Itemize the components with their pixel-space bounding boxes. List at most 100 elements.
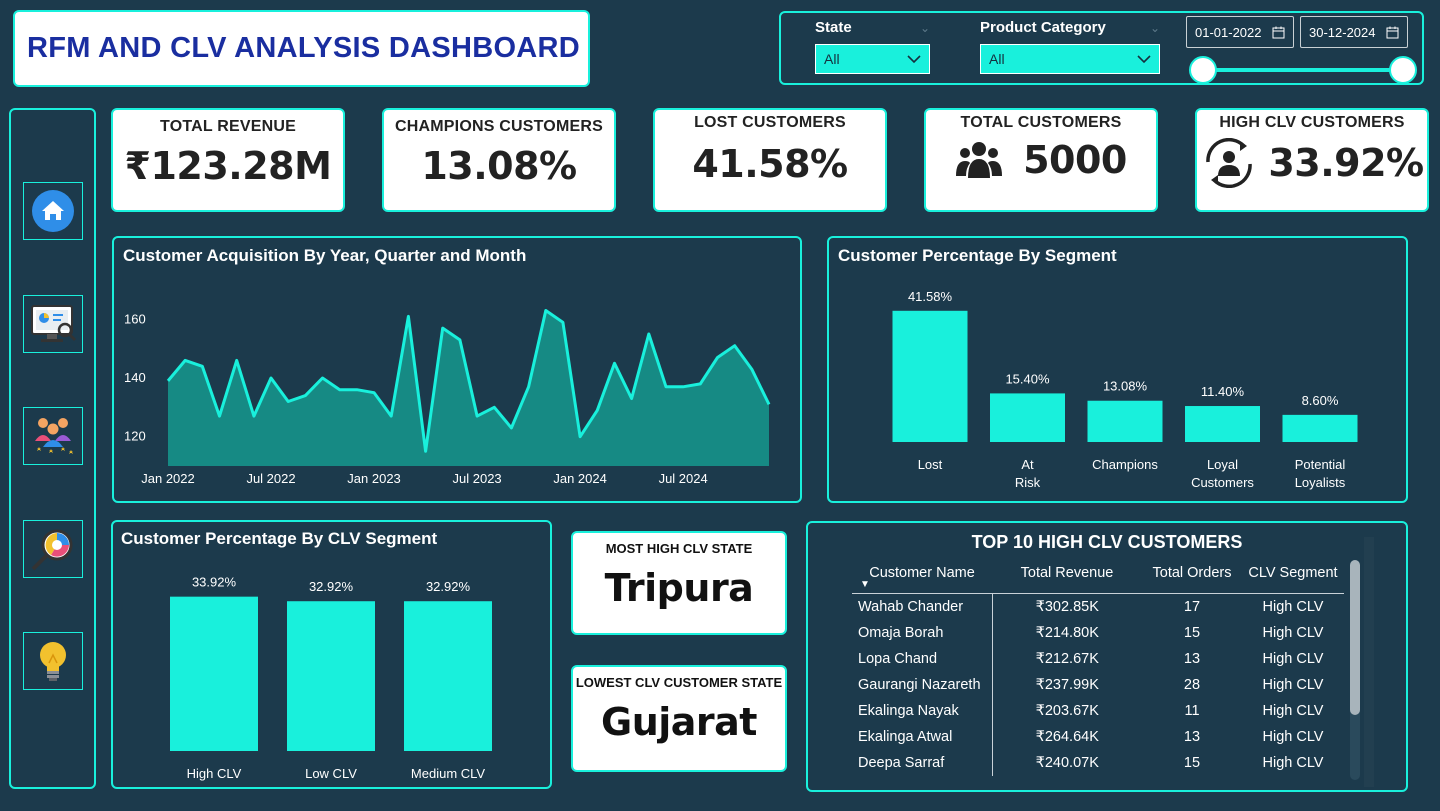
cell-customer-name: Ekalinga Atwal [852, 723, 993, 750]
cell-customer-name: Omaja Borah [852, 619, 993, 646]
bar-champions [1087, 400, 1163, 442]
kpi-high-clv-value: 33.92% [1268, 141, 1424, 185]
bar-high-clv [170, 596, 258, 751]
bar-lost [892, 310, 968, 442]
product-category-filter: Product Category ⌄ All [980, 19, 1160, 74]
bar-data-label: 41.58% [908, 289, 953, 304]
kpi-total-customers: TOTAL CUSTOMERS 5000 [924, 108, 1158, 212]
chevron-down-icon [907, 55, 921, 64]
nav-recommendations-button[interactable] [23, 632, 83, 690]
nav-home-button[interactable] [23, 182, 83, 240]
category-label: Loyalists [1295, 475, 1346, 490]
most-high-clv-state-label: MOST HIGH CLV STATE [605, 541, 753, 556]
chevron-down-icon[interactable]: ⌄ [1149, 20, 1160, 35]
table-row[interactable]: Wahab Chander ₹302.85K 17 High CLV [852, 593, 1344, 620]
cell-clv-segment: High CLV [1262, 676, 1324, 693]
table-scrollbar-thumb[interactable] [1350, 560, 1360, 715]
product-category-value: All [989, 51, 1005, 67]
cell-total-revenue: ₹302.85K [1035, 598, 1099, 615]
kpi-high-clv-label: HIGH CLV CUSTOMERS [1219, 114, 1405, 131]
home-icon [32, 190, 74, 232]
category-label: Risk [1015, 475, 1041, 490]
column-header-total-orders[interactable]: Total Orders [1142, 565, 1242, 594]
segment-bar-chart: 41.58% Lost 15.40% At Risk 13.08% Champions 11.… [892, 289, 1358, 490]
category-label: Customers [1191, 475, 1254, 490]
cell-total-orders: 28 [1183, 676, 1201, 693]
table-row[interactable]: Lopa Chand ₹212.67K 13 High CLV [852, 645, 1344, 672]
cell-customer-name: Ekalinga Nayak [852, 697, 993, 724]
nav-insights-button[interactable] [23, 520, 83, 578]
cell-total-orders: 15 [1183, 754, 1201, 771]
state-filter: State ⌄ All [815, 19, 930, 74]
end-date-input[interactable]: 30-12-2024 [1300, 16, 1408, 48]
table-header-row: Customer Name ▼ Total Revenue Total Order… [852, 565, 1344, 594]
category-label: Low CLV [305, 766, 357, 781]
cell-total-orders: 13 [1183, 650, 1201, 667]
cell-total-revenue: ₹240.07K [1035, 754, 1099, 771]
table-row[interactable]: Deepa Sarraf ₹240.07K 15 High CLV [852, 749, 1344, 776]
table-row[interactable]: Omaja Borah ₹214.80K 15 High CLV [852, 619, 1344, 646]
column-header-total-revenue[interactable]: Total Revenue [992, 565, 1142, 594]
column-header-customer-name[interactable]: Customer Name ▼ [852, 565, 992, 594]
table-row[interactable]: Ekalinga Atwal ₹264.64K 13 High CLV [852, 723, 1344, 750]
cell-total-orders: 13 [1183, 728, 1201, 745]
y-tick-label: 140 [124, 370, 146, 385]
cell-total-revenue: ₹203.67K [1035, 702, 1099, 719]
analytics-monitor-icon [31, 305, 77, 342]
category-label: Medium CLV [411, 766, 486, 781]
calendar-icon [1386, 26, 1399, 38]
y-tick-label: 120 [124, 429, 146, 444]
navigation-sidebar [9, 108, 96, 789]
product-category-dropdown[interactable]: All [980, 44, 1160, 74]
category-label: At [1021, 457, 1034, 472]
date-range-end-handle[interactable] [1389, 56, 1417, 84]
nav-analytics-button[interactable] [23, 295, 83, 353]
most-high-clv-state-value: Tripura [604, 566, 754, 610]
bar-data-label: 11.40% [1201, 384, 1245, 399]
table-row[interactable]: Ekalinga Nayak ₹203.67K 11 High CLV [852, 697, 1344, 724]
bar-data-label: 8.60% [1302, 393, 1339, 408]
bar-data-label: 13.08% [1103, 379, 1148, 394]
x-tick-label: Jul 2023 [453, 471, 502, 486]
acquisition-chart-panel: Customer Acquisition By Year, Quarter an… [112, 236, 802, 503]
bar-medium-clv [404, 601, 492, 751]
kpi-lost-label: LOST CUSTOMERS [694, 114, 846, 131]
lightbulb-icon [40, 642, 66, 681]
clv-bar-chart: 33.92% High CLV 32.92% Low CLV 32.92% Medium … [170, 575, 492, 781]
x-tick-label: Jan 2023 [347, 471, 401, 486]
x-tick-label: Jan 2022 [141, 471, 195, 486]
segment-chart-title: Customer Percentage By Segment [838, 246, 1117, 265]
kpi-total-revenue-value: ₹123.28M [124, 144, 332, 188]
cell-total-revenue: ₹237.99K [1035, 676, 1099, 693]
cell-customer-name: Lopa Chand [852, 645, 993, 672]
bar-data-label: 32.92% [426, 579, 471, 594]
category-label: Champions [1092, 457, 1158, 472]
cell-clv-segment: High CLV [1262, 728, 1324, 745]
page-title: RFM AND CLV ANALYSIS DASHBOARD [27, 32, 581, 64]
clv-chart-title: Customer Percentage By CLV Segment [121, 529, 438, 548]
clv-chart-panel: Customer Percentage By CLV Segment 33.92… [111, 520, 552, 789]
nav-customers-button[interactable] [23, 407, 83, 465]
lowest-clv-state-value: Gujarat [601, 700, 757, 744]
date-range-start-handle[interactable] [1189, 56, 1217, 84]
cell-total-orders: 17 [1183, 598, 1201, 615]
chevron-down-icon[interactable]: ⌄ [919, 20, 930, 35]
cell-customer-name: Gaurangi Nazareth [852, 671, 993, 698]
users-icon [956, 142, 1003, 178]
state-dropdown[interactable]: All [815, 44, 930, 74]
table-scrollbar-track[interactable] [1350, 560, 1360, 780]
cell-clv-segment: High CLV [1262, 754, 1324, 771]
cell-total-revenue: ₹264.64K [1035, 728, 1099, 745]
cell-total-orders: 11 [1184, 702, 1200, 719]
cell-customer-name: Deepa Sarraf [852, 749, 993, 776]
chevron-down-icon [1137, 55, 1151, 64]
top10-title: TOP 10 HIGH CLV CUSTOMERS [971, 532, 1243, 552]
column-header-clv-segment[interactable]: CLV Segment [1242, 565, 1344, 594]
bar-data-label: 33.92% [192, 575, 237, 590]
date-range-slider-track[interactable] [1201, 68, 1401, 72]
product-category-label: Product Category [980, 19, 1106, 36]
table-row[interactable]: Gaurangi Nazareth ₹237.99K 28 High CLV [852, 671, 1344, 698]
start-date-input[interactable]: 01-01-2022 [1186, 16, 1294, 48]
kpi-champions-customers: CHAMPIONS CUSTOMERS 13.08% [382, 108, 616, 212]
state-filter-label: State [815, 19, 852, 36]
